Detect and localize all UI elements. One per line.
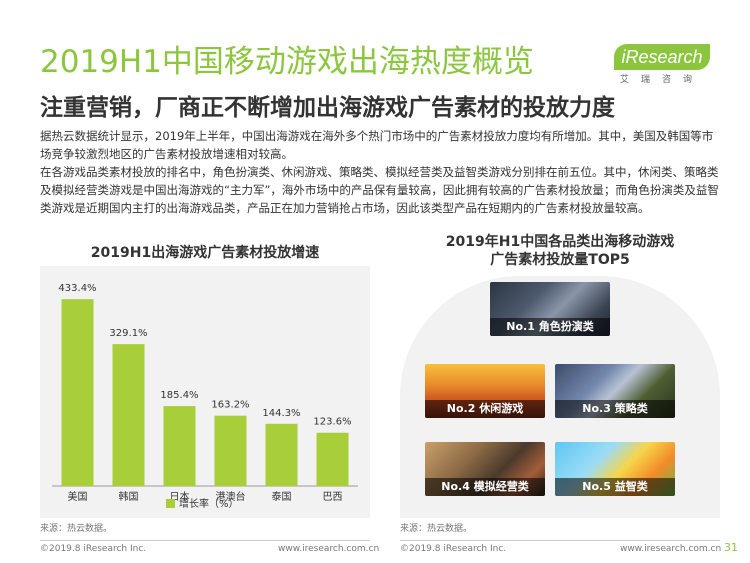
legend-swatch bbox=[166, 499, 175, 508]
footer-copyright-left: ©2019.8 iResearch Inc. bbox=[40, 544, 147, 554]
footer-url-left: www.iresearch.com.cn bbox=[278, 544, 380, 554]
x-tick-label: 泰国 bbox=[272, 490, 292, 503]
x-tick-label: 巴西 bbox=[323, 491, 343, 503]
game-thumb-rpg: No.1 角色扮演类 bbox=[490, 282, 610, 336]
logo-subtext: 艾瑞咨询 bbox=[619, 75, 704, 85]
bar-chart-panel: 433.4% 美国 329.1% 韩国 185.4% 日本 163.2% 港澳台 144.3% 泰… bbox=[40, 266, 370, 518]
game-label-2: No.2 休闲游戏 bbox=[425, 400, 545, 418]
chart-title: 2019H1出海游戏广告素材投放增速 bbox=[90, 245, 320, 261]
x-tick-label: 美国 bbox=[68, 490, 88, 503]
bar bbox=[112, 344, 145, 486]
page-number: 31 bbox=[724, 541, 738, 554]
game-label-5: No.5 益智类 bbox=[555, 478, 675, 496]
bar bbox=[316, 432, 349, 486]
data-label: 144.3% bbox=[262, 408, 300, 419]
bar bbox=[163, 406, 196, 486]
game-label-4: No.4 模拟经营类 bbox=[425, 478, 545, 496]
page-title: 2019H1中国移动游戏出海热度概览 bbox=[40, 44, 534, 80]
game-label-1: No.1 角色扮演类 bbox=[490, 318, 610, 336]
top5-panel: No.1 角色扮演类 No.2 休闲游戏 No.3 策略类 No.4 模拟经营类… bbox=[400, 276, 720, 518]
game-thumb-casual: No.2 休闲游戏 bbox=[425, 364, 545, 418]
x-tick-label: 韩国 bbox=[119, 490, 139, 503]
footer-divider-left bbox=[40, 540, 370, 541]
game-thumb-strategy: No.3 策略类 bbox=[555, 364, 675, 418]
game-label-3: No.3 策略类 bbox=[555, 400, 675, 418]
data-label: 123.6% bbox=[313, 417, 351, 428]
page-subtitle: 注重营销，厂商正不断增加出海游戏广告素材的投放力度 bbox=[40, 95, 615, 121]
top5-title-line2: 广告素材投放量TOP5 bbox=[490, 252, 630, 268]
bar bbox=[61, 299, 94, 486]
x-tick-label: 港澳台 bbox=[216, 490, 246, 503]
body-paragraph-1: 据热云数据统计显示，2019年上半年，中国出海游戏在海外多个热门市场中的广告素材… bbox=[40, 129, 714, 161]
top5-title: 2019年H1中国各品类出海移动游戏 广告素材投放量TOP5 bbox=[400, 233, 720, 269]
data-label: 329.1% bbox=[109, 328, 147, 339]
game-thumb-puzzle: No.5 益智类 bbox=[555, 442, 675, 496]
game-thumb-simulation: No.4 模拟经营类 bbox=[425, 442, 545, 496]
data-label: 163.2% bbox=[211, 400, 249, 411]
body-paragraph-2: 在各游戏品类素材投放的排名中，角色扮演类、休闲游戏、策略类、模拟经营类及益智类游… bbox=[40, 165, 719, 215]
bar bbox=[265, 423, 298, 486]
iresearch-logo: iResearch 艾瑞咨询 bbox=[614, 44, 710, 85]
body-text: 据热云数据统计显示，2019年上半年，中国出海游戏在海外多个热门市场中的广告素材… bbox=[40, 127, 720, 217]
footer-url-right: www.iresearch.com.cn bbox=[620, 544, 722, 554]
logo-mark: iResearch bbox=[614, 44, 710, 70]
source-note-left: 来源：热云数据。 bbox=[40, 524, 113, 534]
data-label: 433.4% bbox=[58, 283, 96, 294]
data-label: 185.4% bbox=[160, 390, 198, 401]
footer-copyright-right: ©2019.8 iResearch Inc. bbox=[400, 544, 507, 554]
top5-title-line1: 2019年H1中国各品类出海移动游戏 bbox=[445, 234, 675, 250]
footer-divider-right bbox=[400, 540, 720, 541]
legend-label: 增长率（%） bbox=[179, 497, 239, 510]
source-note-right: 来源：热云数据。 bbox=[400, 524, 473, 534]
bar-chart: 433.4%美国329.1%韩国185.4%日本163.2%港澳台144.3%泰… bbox=[52, 283, 358, 510]
bar bbox=[214, 415, 247, 486]
